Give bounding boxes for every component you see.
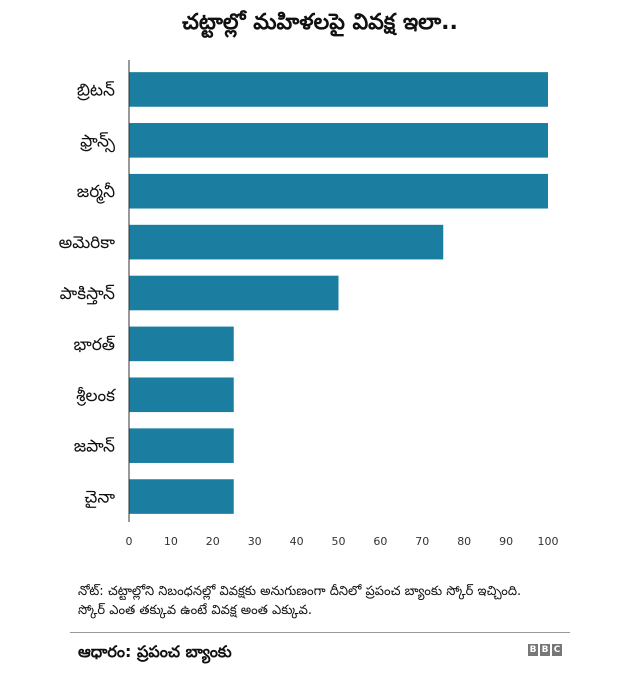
category-label: ఫ్రాన్స్ bbox=[80, 131, 115, 152]
bar bbox=[129, 123, 548, 158]
bar bbox=[129, 173, 548, 209]
x-tick-label: 40 bbox=[290, 535, 304, 548]
x-tick-label: 90 bbox=[499, 535, 513, 548]
bbc-logo-letter: B bbox=[540, 644, 550, 656]
bar bbox=[129, 377, 234, 413]
x-tick-label: 60 bbox=[373, 535, 387, 548]
category-label: చైనా bbox=[84, 488, 115, 509]
category-label: జర్మనీ bbox=[77, 182, 115, 204]
bbc-logo: B B C bbox=[528, 644, 562, 656]
category-label: పాకిస్తాన్ bbox=[60, 284, 115, 305]
x-tick-label: 80 bbox=[457, 535, 471, 548]
bar-chart: బ్రిటన్ ఫ్రాన్స్ జర్మనీ అమెరికా పాకిస్తాన్ భా… bbox=[59, 60, 559, 548]
x-tick-label: 20 bbox=[206, 535, 220, 548]
category-label: భారత్ bbox=[73, 335, 115, 355]
source-label: ఆధారం: ప్రపంచ బ్యాంకు bbox=[78, 642, 232, 661]
x-tick-label: 10 bbox=[164, 535, 178, 548]
bars-group bbox=[129, 72, 548, 514]
chart-title: చట్టాల్లో మహిళలపై వివక్ష ఇలా.. bbox=[182, 10, 458, 35]
bar bbox=[129, 428, 234, 463]
bbc-logo-letter: C bbox=[552, 644, 562, 656]
x-tick-label: 50 bbox=[332, 535, 346, 548]
category-labels: బ్రిటన్ ఫ్రాన్స్ జర్మనీ అమెరికా పాకిస్తాన్ భా… bbox=[59, 80, 117, 508]
category-label: బ్రిటన్ bbox=[77, 80, 115, 100]
x-tick-label: 30 bbox=[248, 535, 262, 548]
x-tick-label: 0 bbox=[126, 535, 133, 548]
bar bbox=[129, 479, 234, 514]
chart-note: నోట్: చట్టాల్లోని నిబంధనల్లో వివక్షకు అన… bbox=[78, 584, 522, 618]
bbc-logo-letter: B bbox=[528, 644, 538, 656]
category-label: శ్రీలంక bbox=[76, 386, 116, 406]
x-tick-label: 70 bbox=[415, 535, 429, 548]
bar bbox=[129, 224, 444, 260]
divider bbox=[70, 632, 570, 633]
bar bbox=[129, 326, 234, 362]
category-label: జపాన్ bbox=[74, 437, 115, 457]
x-tick-label: 100 bbox=[538, 535, 559, 548]
category-label: అమెరికా bbox=[59, 233, 116, 253]
x-tick-labels: 0 10 20 30 40 50 60 70 80 90 100 bbox=[126, 535, 559, 548]
bar bbox=[129, 275, 339, 311]
bar bbox=[129, 72, 548, 107]
